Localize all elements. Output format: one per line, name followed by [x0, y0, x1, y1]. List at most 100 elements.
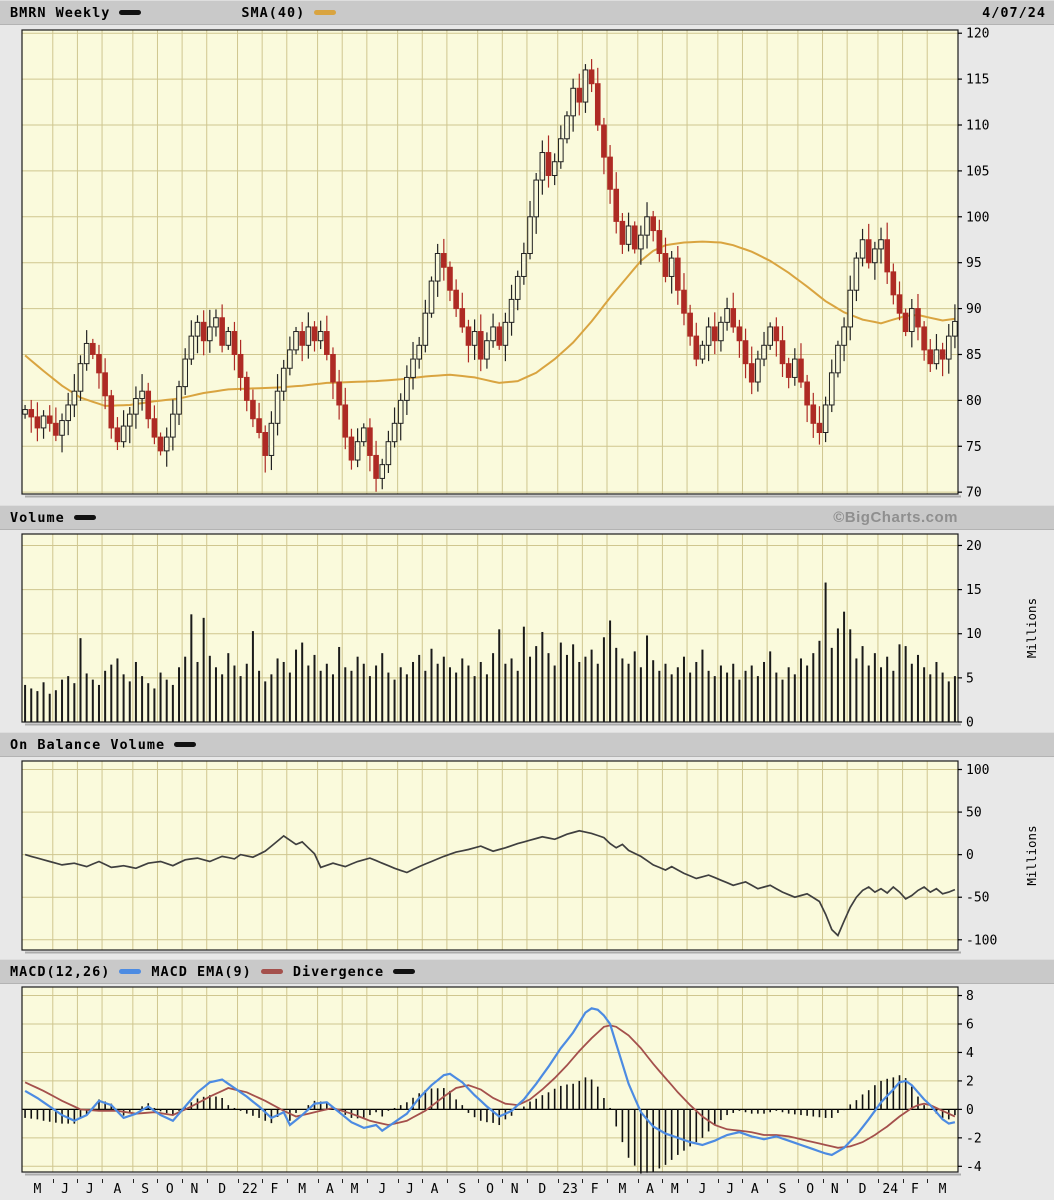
svg-text:2: 2 — [966, 1074, 974, 1089]
svg-text:4: 4 — [966, 1046, 974, 1061]
x-axis-label: S — [141, 1182, 150, 1197]
x-axis-tick — [182, 1179, 184, 1183]
svg-text:0: 0 — [966, 716, 974, 729]
price-chart-canvas: 120 115 110 105 100 95 90 85 80 75 70 — [21, 27, 989, 501]
volume-title: Volume — [10, 509, 65, 526]
svg-text:50: 50 — [966, 806, 982, 821]
sma-label: SMA(40) — [241, 4, 306, 21]
x-axis-tick — [582, 1179, 584, 1183]
x-axis-label: A — [646, 1182, 654, 1197]
volume-chart-canvas: 20 15 10 5 0 Millions — [21, 533, 1039, 729]
macd-chart-canvas: 8 6 4 2 0 -2 -4 — [21, 986, 982, 1176]
x-axis-label: S — [458, 1182, 467, 1197]
obv-chart-canvas: 100 50 0 -50 -100 Millions — [21, 760, 1039, 954]
x-axis-label: J — [406, 1182, 414, 1197]
x-axis-tick — [717, 1179, 719, 1183]
x-axis-tick — [477, 1179, 479, 1183]
x-axis-label: D — [218, 1182, 227, 1197]
svg-text:0: 0 — [966, 848, 974, 863]
x-axis-label: J — [61, 1182, 69, 1197]
svg-text:6: 6 — [966, 1018, 974, 1033]
x-axis-label: A — [750, 1182, 759, 1197]
x-axis-label: F — [270, 1182, 279, 1197]
svg-text:110: 110 — [966, 119, 989, 134]
x-axis-label: D — [858, 1182, 867, 1197]
symbol-series-label: BMRN Weekly — [10, 4, 111, 21]
x-axis-tick — [206, 1179, 208, 1183]
divergence-label: Divergence — [292, 963, 385, 980]
sma-dash-icon — [314, 10, 337, 15]
x-axis-label: O — [486, 1182, 494, 1197]
x-axis-tick — [797, 1179, 799, 1183]
svg-text:115: 115 — [966, 73, 989, 88]
svg-text:75: 75 — [966, 440, 982, 455]
divergence-dash-icon — [393, 969, 416, 974]
x-axis-tick — [526, 1179, 528, 1183]
x-axis-tick — [637, 1179, 639, 1183]
price-series-dash-icon — [119, 10, 142, 15]
x-axis-label: F — [910, 1182, 919, 1197]
x-axis-tick — [502, 1179, 504, 1183]
x-axis-tick — [927, 1179, 929, 1183]
x-axis-label: 24 — [882, 1182, 899, 1197]
svg-text:105: 105 — [966, 164, 989, 179]
svg-text:20: 20 — [966, 539, 982, 554]
x-axis-label: N — [190, 1182, 199, 1197]
svg-text:-4: -4 — [966, 1160, 982, 1175]
svg-text:-100: -100 — [966, 933, 997, 948]
x-axis-label: O — [165, 1182, 174, 1197]
x-axis-tick — [366, 1179, 368, 1183]
x-axis-label: F — [590, 1182, 599, 1197]
x-axis-tick — [847, 1179, 849, 1183]
svg-text:-50: -50 — [966, 891, 989, 906]
svg-text:100: 100 — [966, 210, 989, 225]
macd-ema-dash-icon — [260, 969, 283, 974]
x-axis-tick — [607, 1179, 608, 1183]
chart-date: 4/07/24 — [982, 5, 1046, 21]
x-axis-tick — [422, 1179, 424, 1183]
obv-title: On Balance Volume — [10, 736, 166, 753]
x-axis-tick — [342, 1179, 344, 1183]
x-axis-label: A — [113, 1182, 122, 1197]
x-axis-tick — [877, 1179, 879, 1183]
volume-dash-icon — [73, 515, 96, 520]
x-axis-label: A — [430, 1182, 439, 1197]
x-axis-label: O — [806, 1182, 815, 1197]
x-axis-label: J — [85, 1182, 94, 1197]
x-axis-tick — [317, 1179, 319, 1183]
x-axis-tick — [687, 1179, 689, 1183]
macd-ema-label: MACD EMA(9) — [151, 963, 252, 980]
x-axis-tick — [397, 1179, 399, 1183]
svg-text:5: 5 — [966, 671, 974, 686]
svg-text:10: 10 — [966, 627, 982, 642]
x-axis-tick — [446, 1179, 448, 1183]
x-axis-label: J — [698, 1182, 707, 1197]
x-axis-tick — [52, 1179, 54, 1183]
x-axis-label: J — [378, 1182, 387, 1197]
x-axis-tick — [742, 1179, 744, 1183]
svg-text:80: 80 — [966, 394, 982, 409]
svg-text:8: 8 — [966, 989, 974, 1004]
x-axis-label: D — [538, 1182, 547, 1197]
x-axis-tick — [157, 1179, 159, 1183]
x-axis-label: 22 — [242, 1182, 258, 1197]
x-axis-tick — [262, 1179, 264, 1183]
price-panel-header: BMRN Weekly SMA(40) 4/07/24 — [0, 0, 1054, 25]
x-axis-tick — [132, 1179, 134, 1183]
svg-text:120: 120 — [966, 27, 989, 42]
x-axis-tick — [557, 1179, 559, 1183]
x-axis-tick — [286, 1179, 288, 1183]
svg-text:Millions: Millions — [1024, 598, 1039, 658]
x-axis-tick — [902, 1179, 904, 1183]
macd-panel-header: MACD(12,26) MACD EMA(9) Divergence — [0, 959, 1054, 984]
x-axis-label: N — [830, 1182, 839, 1197]
x-axis-tick — [77, 1179, 79, 1183]
x-axis-tick — [237, 1179, 239, 1183]
svg-text:70: 70 — [966, 486, 982, 501]
obv-panel-header: On Balance Volume — [0, 732, 1054, 757]
bigcharts-watermark: ©BigCharts.com — [833, 509, 958, 526]
x-axis-label: M — [298, 1182, 307, 1197]
x-axis-label: 23 — [562, 1182, 578, 1197]
svg-text:100: 100 — [966, 763, 989, 778]
svg-text:-2: -2 — [966, 1131, 982, 1146]
